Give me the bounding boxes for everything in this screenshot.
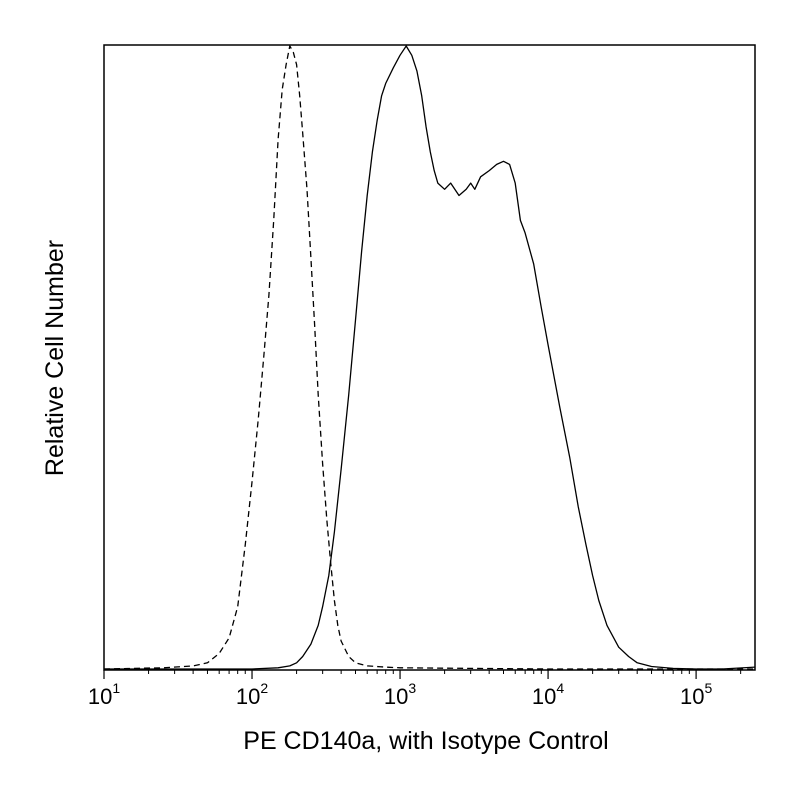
x-tick-base: 10 (384, 684, 408, 709)
x-tick-label: 103 (384, 680, 416, 709)
series-layer (103, 45, 756, 670)
x-tick-base: 10 (680, 684, 704, 709)
x-tick-base: 10 (88, 684, 112, 709)
x-tick-label: 105 (680, 680, 712, 709)
x-tick-exponent: 3 (408, 680, 416, 696)
x-tick-exponent: 4 (556, 680, 564, 696)
x-tick-base: 10 (236, 684, 260, 709)
x-tick-label: 102 (236, 680, 268, 709)
x-tick-exponent: 2 (260, 680, 268, 696)
x-axis-ticks: 101 102 103 104 105 (88, 670, 742, 709)
x-tick-base: 10 (532, 684, 556, 709)
y-axis-title: Relative Cell Number (41, 240, 69, 476)
x-tick-label: 101 (88, 680, 120, 709)
x-tick-exponent: 5 (704, 680, 712, 696)
isotype-control-histogram-line (103, 45, 755, 670)
cd140a-histogram-line (104, 45, 756, 670)
x-axis-title: PE CD140a, with Isotype Control (243, 727, 608, 755)
x-tick-label: 104 (532, 680, 564, 709)
x-tick-exponent: 1 (112, 680, 120, 696)
plot-frame (103, 44, 756, 671)
